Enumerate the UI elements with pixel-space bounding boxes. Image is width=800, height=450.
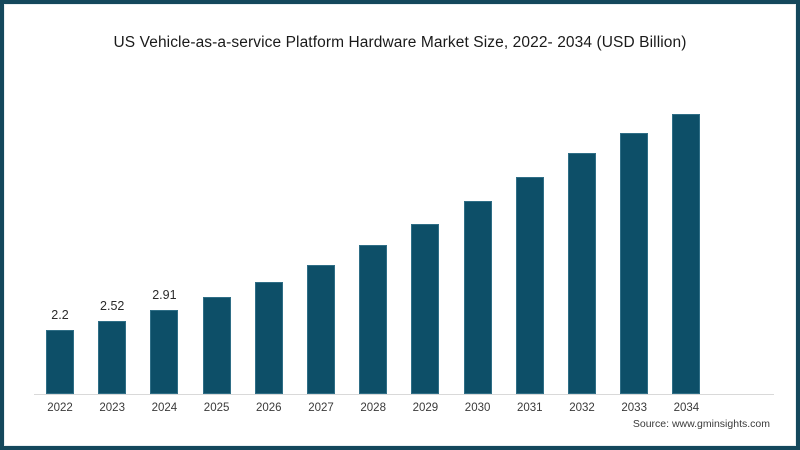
source-attribution: Source: www.gminsights.com (632, 418, 770, 430)
bar-slot (399, 4, 451, 394)
bar-2027[interactable] (307, 264, 335, 394)
bar-2034[interactable] (672, 113, 701, 394)
bar-2023[interactable] (98, 320, 127, 394)
x-tick-2023: 2023 (99, 402, 125, 414)
bar-value-label-2022: 2.2 (51, 308, 69, 323)
bar-slot (504, 4, 556, 394)
x-tick-2032: 2032 (569, 402, 595, 414)
bar-2026[interactable] (254, 281, 283, 394)
bar-value-label-2023: 2.52 (100, 298, 125, 313)
x-tick-2033: 2033 (621, 402, 647, 414)
bar-slot (608, 4, 660, 394)
bar-2031[interactable] (515, 177, 544, 394)
x-tick-2026: 2026 (256, 402, 282, 414)
bar-2024[interactable] (150, 309, 179, 394)
x-tick-2034: 2034 (673, 402, 700, 414)
bar-slot (191, 4, 243, 394)
bar-2032[interactable] (568, 152, 596, 394)
bar-2025[interactable] (202, 296, 231, 394)
chart-title: US Vehicle-as-a-service Platform Hardwar… (113, 34, 687, 51)
x-tick-2027: 2027 (308, 402, 334, 414)
bar-slot (660, 4, 712, 394)
bar-2028[interactable] (359, 245, 388, 394)
x-tick-2031: 2031 (517, 402, 543, 414)
bar-slot (347, 4, 399, 394)
bar-2029[interactable] (411, 224, 440, 394)
category-axis-line (34, 394, 774, 395)
bar-slot (556, 4, 608, 394)
x-tick-2025: 2025 (203, 402, 230, 414)
bar-2022[interactable] (46, 330, 74, 394)
x-tick-2030: 2030 (464, 402, 491, 414)
bar-slot (243, 4, 295, 394)
bar-slot (452, 4, 504, 394)
x-tick-2024: 2024 (151, 402, 178, 414)
bar-2030[interactable] (463, 200, 492, 394)
bar-value-label-2024: 2.91 (152, 287, 177, 302)
bar-slot (295, 4, 347, 394)
bar-slot: 2.2 (34, 4, 86, 394)
bar-2033[interactable] (620, 132, 649, 394)
bar-slot: 2.52 (86, 4, 138, 394)
x-tick-2028: 2028 (360, 402, 386, 414)
x-tick-2022: 2022 (47, 402, 73, 414)
x-tick-2029: 2029 (412, 402, 439, 414)
bar-slot: 2.91 (138, 4, 190, 394)
